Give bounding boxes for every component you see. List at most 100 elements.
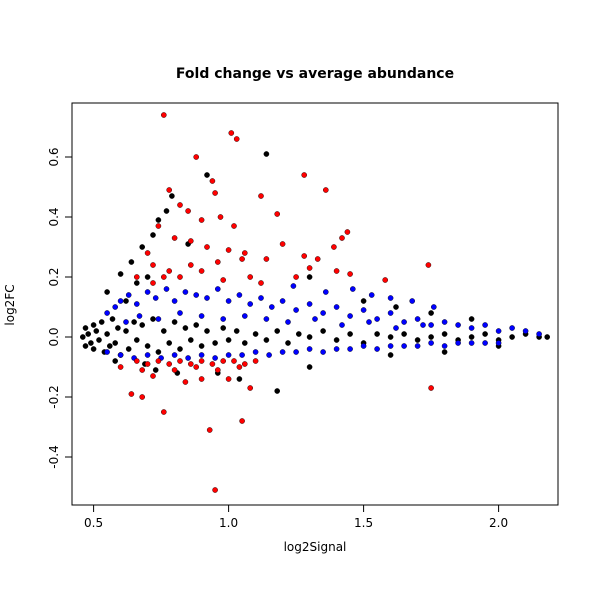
black-data-point	[285, 340, 291, 346]
black-data-point	[360, 298, 367, 304]
y-tick-label: 0.2	[47, 267, 61, 286]
blue-data-point	[268, 304, 275, 310]
black-data-point	[123, 328, 129, 334]
black-data-point	[401, 331, 407, 337]
black-data-point	[104, 331, 110, 337]
black-data-point	[274, 388, 281, 394]
blue-data-point	[455, 322, 461, 328]
black-data-point	[274, 328, 281, 334]
blue-data-point	[144, 352, 151, 358]
blue-data-point	[247, 301, 253, 307]
red-data-point	[144, 250, 151, 256]
blue-data-point	[468, 325, 475, 331]
black-data-point	[347, 331, 353, 337]
red-data-point	[198, 268, 205, 274]
red-data-point	[339, 235, 345, 241]
black-data-point	[117, 271, 124, 277]
blue-data-point	[347, 313, 353, 319]
blue-data-point	[214, 286, 221, 292]
red-data-point	[155, 223, 162, 229]
blue-data-point	[263, 316, 270, 322]
blue-data-point	[117, 352, 124, 358]
red-data-point	[241, 361, 248, 367]
red-data-point	[225, 376, 232, 382]
black-data-point	[109, 316, 116, 322]
blue-data-point	[198, 352, 205, 358]
red-data-point	[150, 280, 156, 286]
black-data-point	[112, 358, 118, 364]
blue-data-point	[279, 298, 286, 304]
blue-data-point	[409, 298, 416, 304]
blue-data-point	[182, 289, 189, 295]
black-data-point	[468, 334, 475, 340]
red-data-point	[182, 379, 189, 385]
blue-data-point	[125, 292, 132, 298]
blue-data-point	[428, 340, 434, 346]
blue-data-point	[306, 301, 313, 307]
blue-data-point	[360, 307, 367, 313]
blue-data-point	[349, 286, 356, 292]
red-data-point	[347, 271, 353, 277]
black-data-point	[171, 319, 178, 325]
blue-data-point	[117, 298, 124, 304]
red-data-point	[206, 427, 213, 433]
blue-data-point	[387, 343, 394, 349]
red-data-point	[177, 358, 183, 364]
blue-data-point	[455, 340, 461, 346]
blue-data-point	[225, 298, 232, 304]
blue-data-point	[368, 292, 375, 298]
blue-data-point	[339, 322, 345, 328]
red-data-point	[252, 358, 259, 364]
black-data-point	[90, 322, 97, 328]
black-data-point	[133, 337, 140, 343]
black-data-point	[123, 298, 129, 304]
black-data-point	[212, 340, 218, 346]
y-axis-label: log2FC	[3, 284, 17, 325]
red-data-point	[428, 385, 434, 391]
black-data-point	[387, 352, 394, 358]
black-data-point	[393, 304, 399, 310]
y-tick-label: 0.4	[47, 207, 61, 226]
blue-data-point	[290, 283, 297, 289]
blue-data-point	[225, 352, 232, 358]
x-tick-label: 1.0	[219, 516, 238, 530]
blue-data-point	[482, 322, 488, 328]
blue-data-point	[430, 304, 437, 310]
plot-frame	[71, 102, 559, 506]
black-data-point	[98, 319, 105, 325]
blue-data-point	[401, 319, 407, 325]
black-data-point	[306, 334, 313, 340]
blue-data-point	[522, 328, 529, 334]
blue-data-point	[482, 340, 488, 346]
black-data-point	[144, 274, 151, 280]
blue-data-point	[236, 292, 243, 298]
blue-data-point	[333, 346, 340, 352]
red-data-point	[279, 241, 286, 247]
red-data-point	[198, 376, 205, 382]
black-data-point	[468, 316, 475, 322]
black-data-point	[177, 346, 183, 352]
black-data-point	[112, 340, 118, 346]
blue-data-point	[293, 349, 299, 355]
red-data-point	[177, 202, 183, 208]
blue-data-point	[220, 316, 226, 322]
red-data-point	[160, 274, 167, 280]
black-data-point	[428, 310, 434, 316]
black-data-point	[139, 322, 145, 328]
red-data-point	[314, 256, 321, 262]
black-data-point	[96, 337, 102, 343]
y-tick-label: -0.2	[47, 385, 61, 408]
blue-data-point	[320, 349, 326, 355]
red-data-point	[166, 268, 172, 274]
red-data-point	[425, 262, 432, 268]
red-data-point	[301, 172, 308, 178]
black-data-point	[252, 331, 259, 337]
blue-data-point	[123, 319, 129, 325]
blue-data-point	[133, 301, 140, 307]
red-data-point	[214, 259, 221, 265]
black-data-point	[306, 364, 313, 370]
black-data-point	[82, 343, 89, 349]
red-data-point	[214, 367, 221, 373]
black-data-point	[204, 328, 210, 334]
red-data-point	[333, 268, 340, 274]
